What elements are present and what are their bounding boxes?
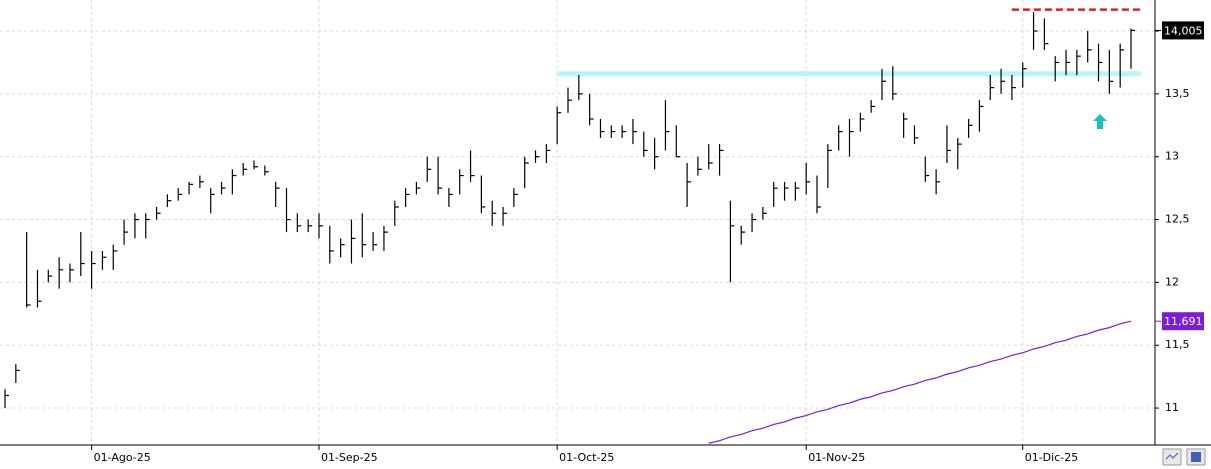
price-bars bbox=[4, 12, 1135, 409]
y-tick-label: 11,5 bbox=[1165, 338, 1190, 351]
last-price-box bbox=[1162, 21, 1204, 40]
levels bbox=[557, 8, 1141, 77]
x-tick-label: 01-Sep-25 bbox=[321, 451, 378, 464]
y-tick-label: 12,5 bbox=[1165, 213, 1190, 226]
up-arrow bbox=[1093, 114, 1107, 129]
save-icon bbox=[1191, 452, 1201, 462]
y-tick-label: 11 bbox=[1165, 401, 1179, 414]
x-tick-label: 01-Dic-25 bbox=[1025, 451, 1079, 464]
y-tick-label: 13 bbox=[1165, 150, 1179, 163]
last-price-label: 14,005 bbox=[1164, 24, 1203, 37]
zoom-icon bbox=[1165, 452, 1179, 460]
ma-line bbox=[708, 320, 1132, 444]
toolbar-icons bbox=[1162, 448, 1206, 466]
y-tick-label: 13,5 bbox=[1165, 87, 1190, 100]
y-tick-label: 12 bbox=[1165, 275, 1179, 288]
x-tick-label: 01-Oct-25 bbox=[559, 451, 614, 464]
axes: 1111,51212,51313,51401-Ago-2501-Sep-2501… bbox=[91, 21, 1204, 464]
ma-value-box bbox=[1162, 312, 1204, 331]
moving-average bbox=[708, 320, 1132, 444]
x-tick-label: 01-Ago-25 bbox=[94, 451, 151, 464]
x-tick-label: 01-Nov-25 bbox=[808, 451, 865, 464]
ma-value-label: 11,691 bbox=[1164, 315, 1203, 328]
